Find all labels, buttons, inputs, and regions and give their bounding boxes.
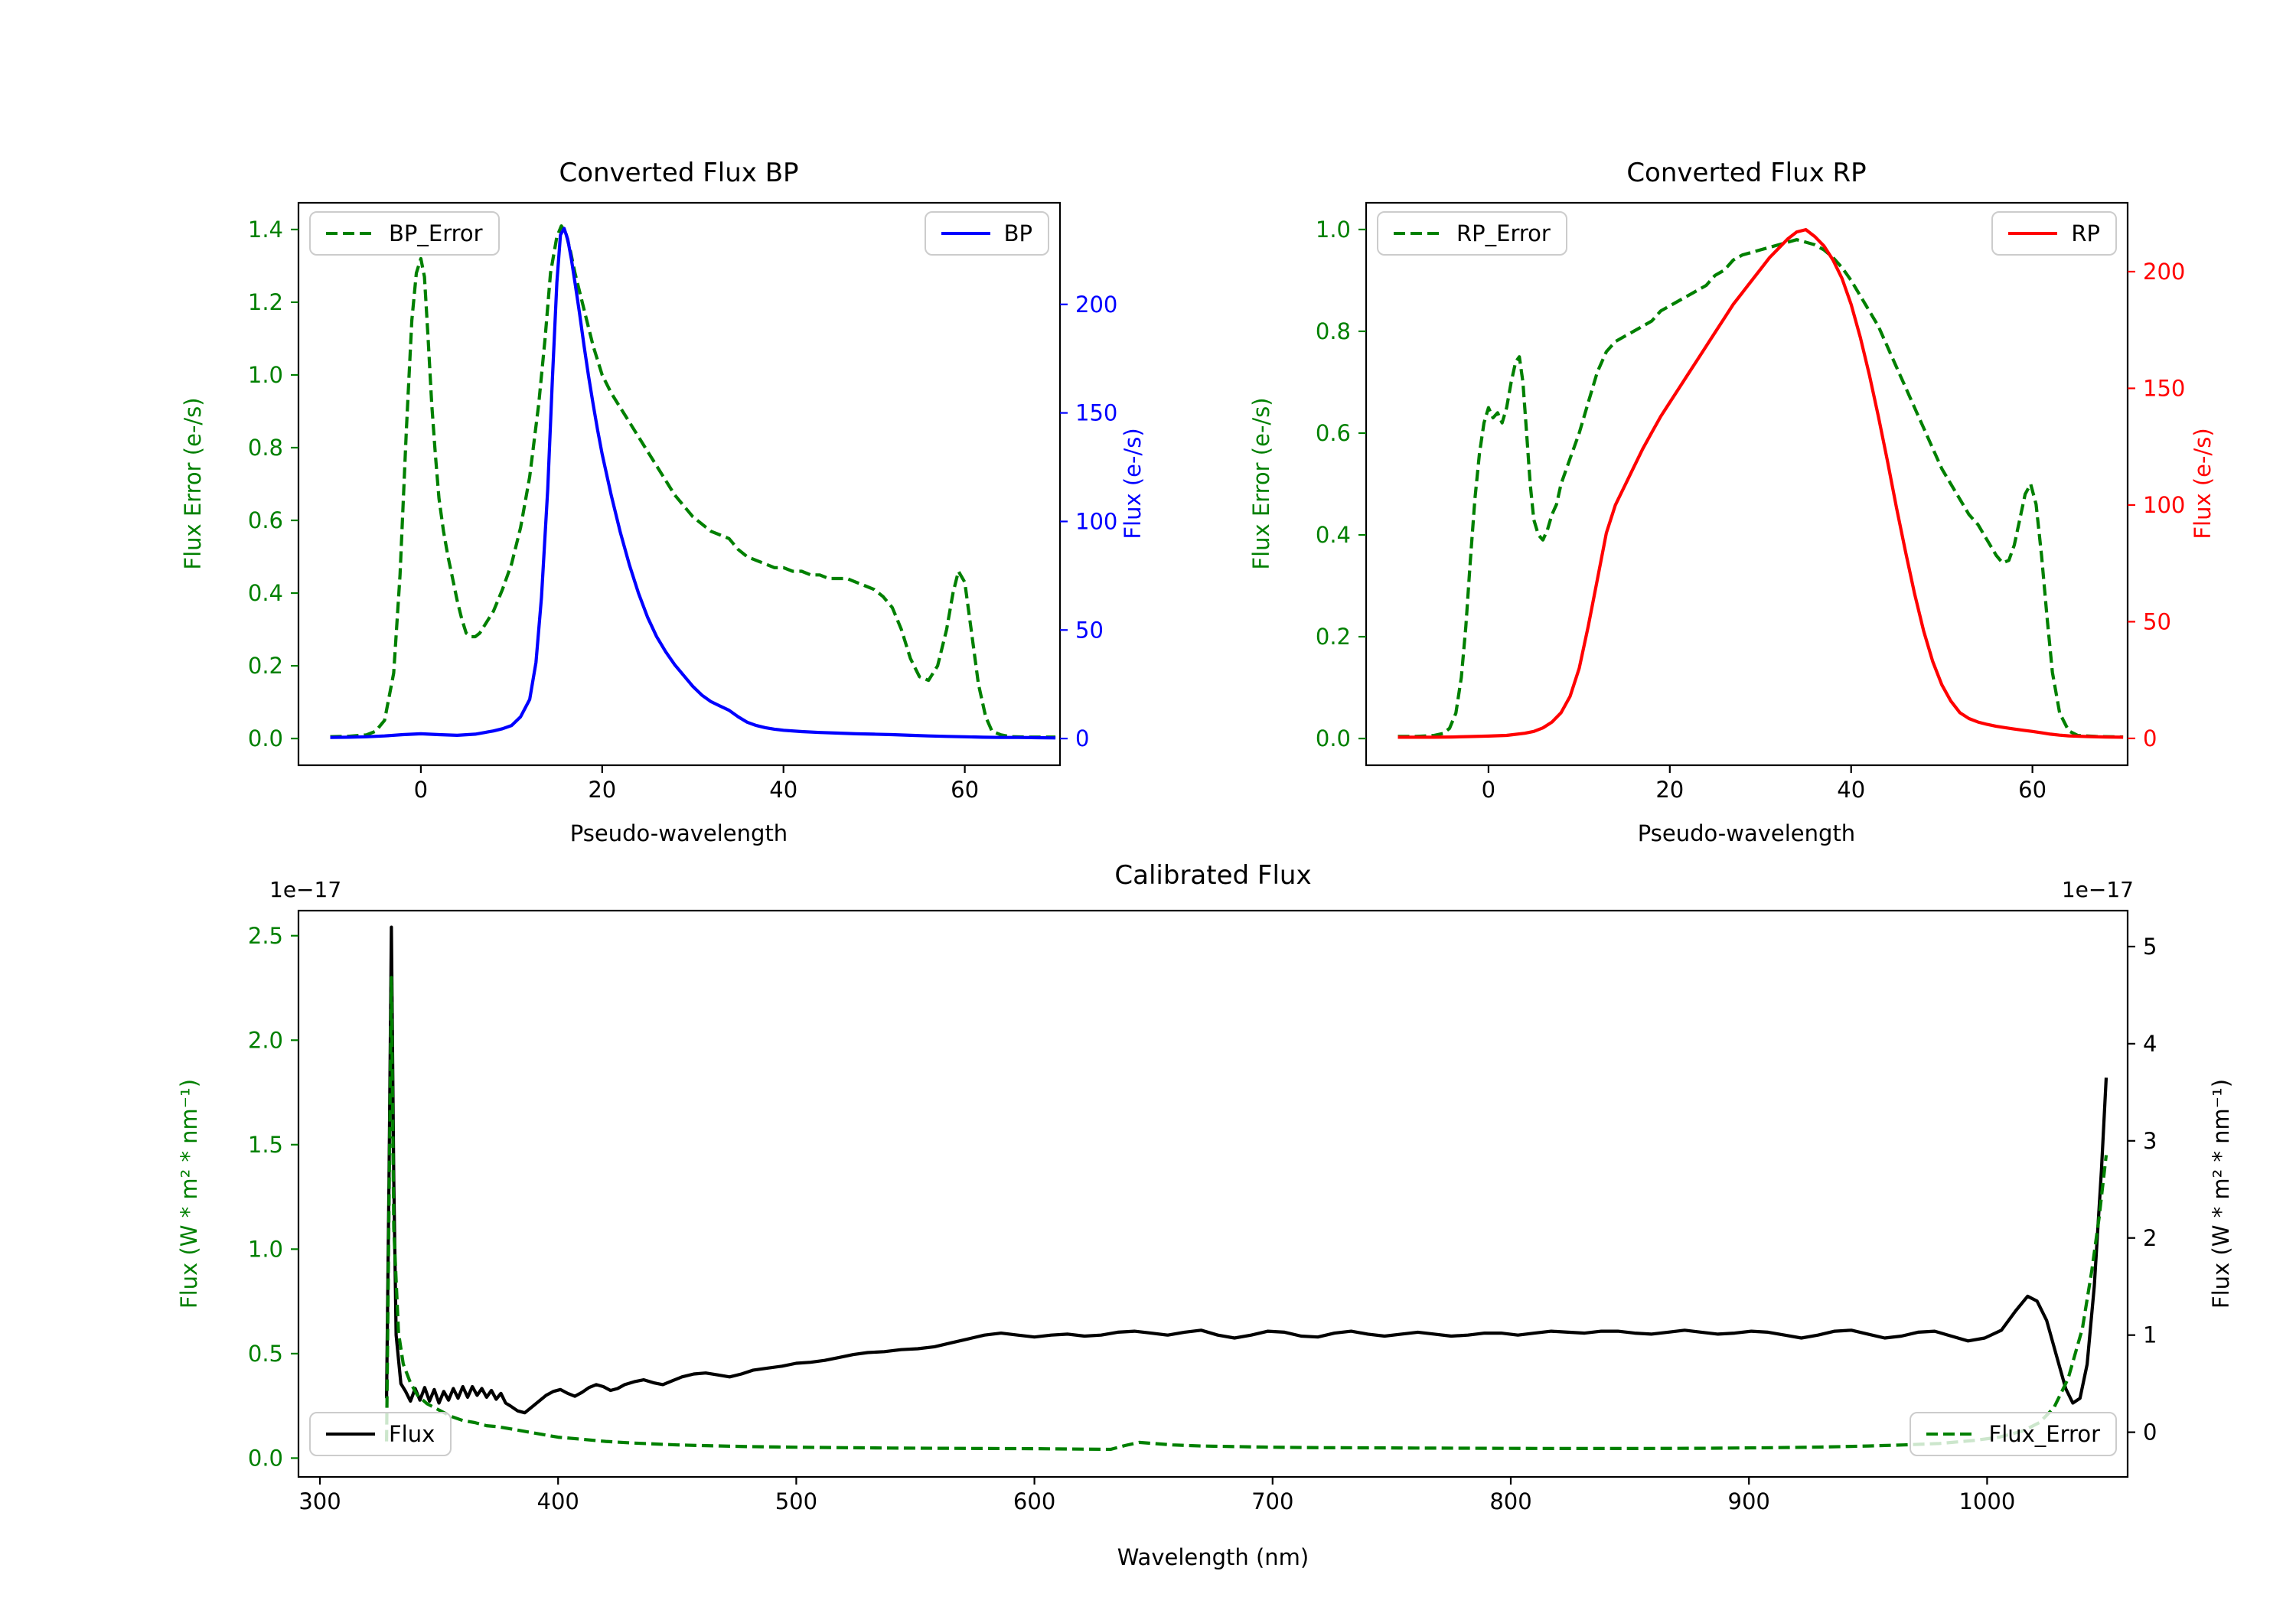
- chart-bp-xlabel: Pseudo-wavelength: [569, 820, 788, 846]
- series-RP-line: [1397, 228, 2124, 739]
- y-tick-label-left: 0.0: [1316, 725, 1351, 751]
- chart-bp-title: Converted Flux BP: [559, 158, 799, 188]
- chart-cal-title: Calibrated Flux: [1114, 860, 1312, 891]
- legend-bp: BP: [924, 211, 1049, 256]
- y-tick-label-right: 3: [2143, 1128, 2157, 1154]
- y-tick-label-left: 1.0: [1316, 217, 1351, 243]
- chart-cal-xlabel: Wavelength (nm): [1117, 1544, 1309, 1570]
- axes-spines-cal: [297, 909, 2129, 1478]
- series-RP_Error-line: [1397, 238, 2124, 739]
- y-tick-label-right: 50: [1075, 617, 1104, 643]
- legend-line-flux: [326, 1433, 375, 1436]
- legend-line-flux-error: [1926, 1433, 1975, 1436]
- x-tick-label: 0: [1482, 777, 1495, 803]
- x-tick-label: 500: [775, 1488, 817, 1514]
- y-tick-label-right: 100: [2143, 492, 2185, 518]
- y-tick-label-right: 150: [2143, 375, 2185, 401]
- chart-cal-ylabel-left: Flux (W * m² * nm⁻¹): [176, 1078, 202, 1309]
- axes-spines-rp: [1365, 201, 2129, 767]
- chart-bp-ylabel-left: Flux Error (e-/s): [180, 397, 206, 570]
- y-tick-label-left: 0.2: [1316, 624, 1351, 650]
- axes-spines-bp: [297, 201, 1062, 767]
- y-tick-label-left: 0.0: [248, 1445, 283, 1471]
- y-tick-label-right: 150: [1075, 400, 1117, 426]
- y-tick-label-left: 1.4: [248, 217, 283, 243]
- y-tick-label-left: 1.5: [248, 1132, 283, 1158]
- legend-label-bp: BP: [1003, 220, 1032, 246]
- y-tick-label-right: 200: [1075, 292, 1117, 318]
- legend-bp-error: BP_Error: [309, 211, 500, 256]
- x-tick-label: 900: [1728, 1488, 1770, 1514]
- chart-rp-title: Converted Flux RP: [1626, 158, 1867, 188]
- x-tick-label: 800: [1489, 1488, 1531, 1514]
- y-tick-label-right: 100: [1075, 508, 1117, 534]
- y-tick-label-right: 0: [1075, 725, 1089, 751]
- y-tick-label-left: 1.0: [248, 362, 283, 388]
- y-tick-label-left: 0.0: [248, 725, 283, 751]
- chart-rp-xlabel: Pseudo-wavelength: [1637, 820, 1856, 846]
- legend-flux: Flux: [309, 1412, 452, 1456]
- legend-rp-error: RP_Error: [1377, 211, 1567, 256]
- x-tick-label: 300: [298, 1488, 341, 1514]
- y-tick-label-left: 0.2: [248, 653, 283, 679]
- y-tick-label-left: 1.0: [248, 1236, 283, 1262]
- y-tick-label-right: 4: [2143, 1031, 2157, 1057]
- chart-cal-offset-right: 1e−17: [2061, 877, 2134, 902]
- x-tick-label: 20: [1655, 777, 1684, 803]
- y-tick-label-left: 2.5: [248, 923, 283, 949]
- x-tick-label: 40: [769, 777, 797, 803]
- legend-label-bp-error: BP_Error: [389, 220, 483, 246]
- legend-line-bp: [941, 232, 990, 235]
- y-tick-label-left: 0.6: [248, 507, 283, 533]
- legend-rp: RP: [1991, 211, 2117, 256]
- x-tick-label: 0: [414, 777, 428, 803]
- y-tick-label-left: 0.8: [248, 435, 283, 461]
- y-tick-label-left: 0.5: [248, 1341, 283, 1367]
- y-tick-label-left: 0.8: [1316, 318, 1351, 344]
- y-tick-label-right: 50: [2143, 608, 2171, 634]
- legend-line-rp: [2008, 232, 2058, 235]
- chart-rp-ylabel-left: Flux Error (e-/s): [1248, 397, 1274, 570]
- x-tick-label: 20: [588, 777, 616, 803]
- series-BP_Error-line: [330, 224, 1056, 739]
- legend-label-flux-error: Flux_Error: [1988, 1421, 2100, 1447]
- x-tick-label: 400: [537, 1488, 579, 1514]
- y-tick-label-left: 0.4: [1316, 522, 1351, 548]
- y-tick-label-left: 0.4: [248, 580, 283, 606]
- y-tick-label-right: 200: [2143, 259, 2185, 285]
- x-tick-label: 1000: [1958, 1488, 2015, 1514]
- y-tick-label-left: 0.6: [1316, 420, 1351, 446]
- chart-rp-ylabel-right: Flux (e-/s): [2190, 428, 2216, 539]
- y-tick-label-right: 0: [2143, 1420, 2157, 1446]
- y-tick-label-right: 1: [2143, 1322, 2157, 1348]
- y-tick-label-right: 2: [2143, 1225, 2157, 1251]
- x-tick-label: 600: [1013, 1488, 1055, 1514]
- y-tick-label-right: 5: [2143, 934, 2157, 960]
- y-tick-label-left: 2.0: [248, 1027, 283, 1053]
- series-Flux-line: [385, 925, 2108, 1415]
- chart-cal-ylabel-right: Flux (W * m² * nm⁻¹): [2208, 1078, 2234, 1309]
- legend-label-flux: Flux: [389, 1421, 435, 1447]
- y-tick-label-right: 0: [2143, 725, 2157, 751]
- chart-bp-ylabel-right: Flux (e-/s): [1120, 428, 1146, 539]
- x-tick-label: 700: [1251, 1488, 1293, 1514]
- series-BP-line: [330, 227, 1056, 740]
- legend-line-bp-error: [326, 232, 375, 235]
- legend-line-rp-error: [1394, 232, 1443, 235]
- y-tick-label-left: 1.2: [248, 289, 283, 315]
- x-tick-label: 40: [1837, 777, 1865, 803]
- x-tick-label: 60: [2018, 777, 2047, 803]
- legend-label-rp: RP: [2071, 220, 2100, 246]
- legend-flux-error: Flux_Error: [1909, 1412, 2117, 1456]
- chart-cal-offset-left: 1e−17: [269, 877, 342, 902]
- legend-label-rp-error: RP_Error: [1456, 220, 1551, 246]
- x-tick-label: 60: [951, 777, 979, 803]
